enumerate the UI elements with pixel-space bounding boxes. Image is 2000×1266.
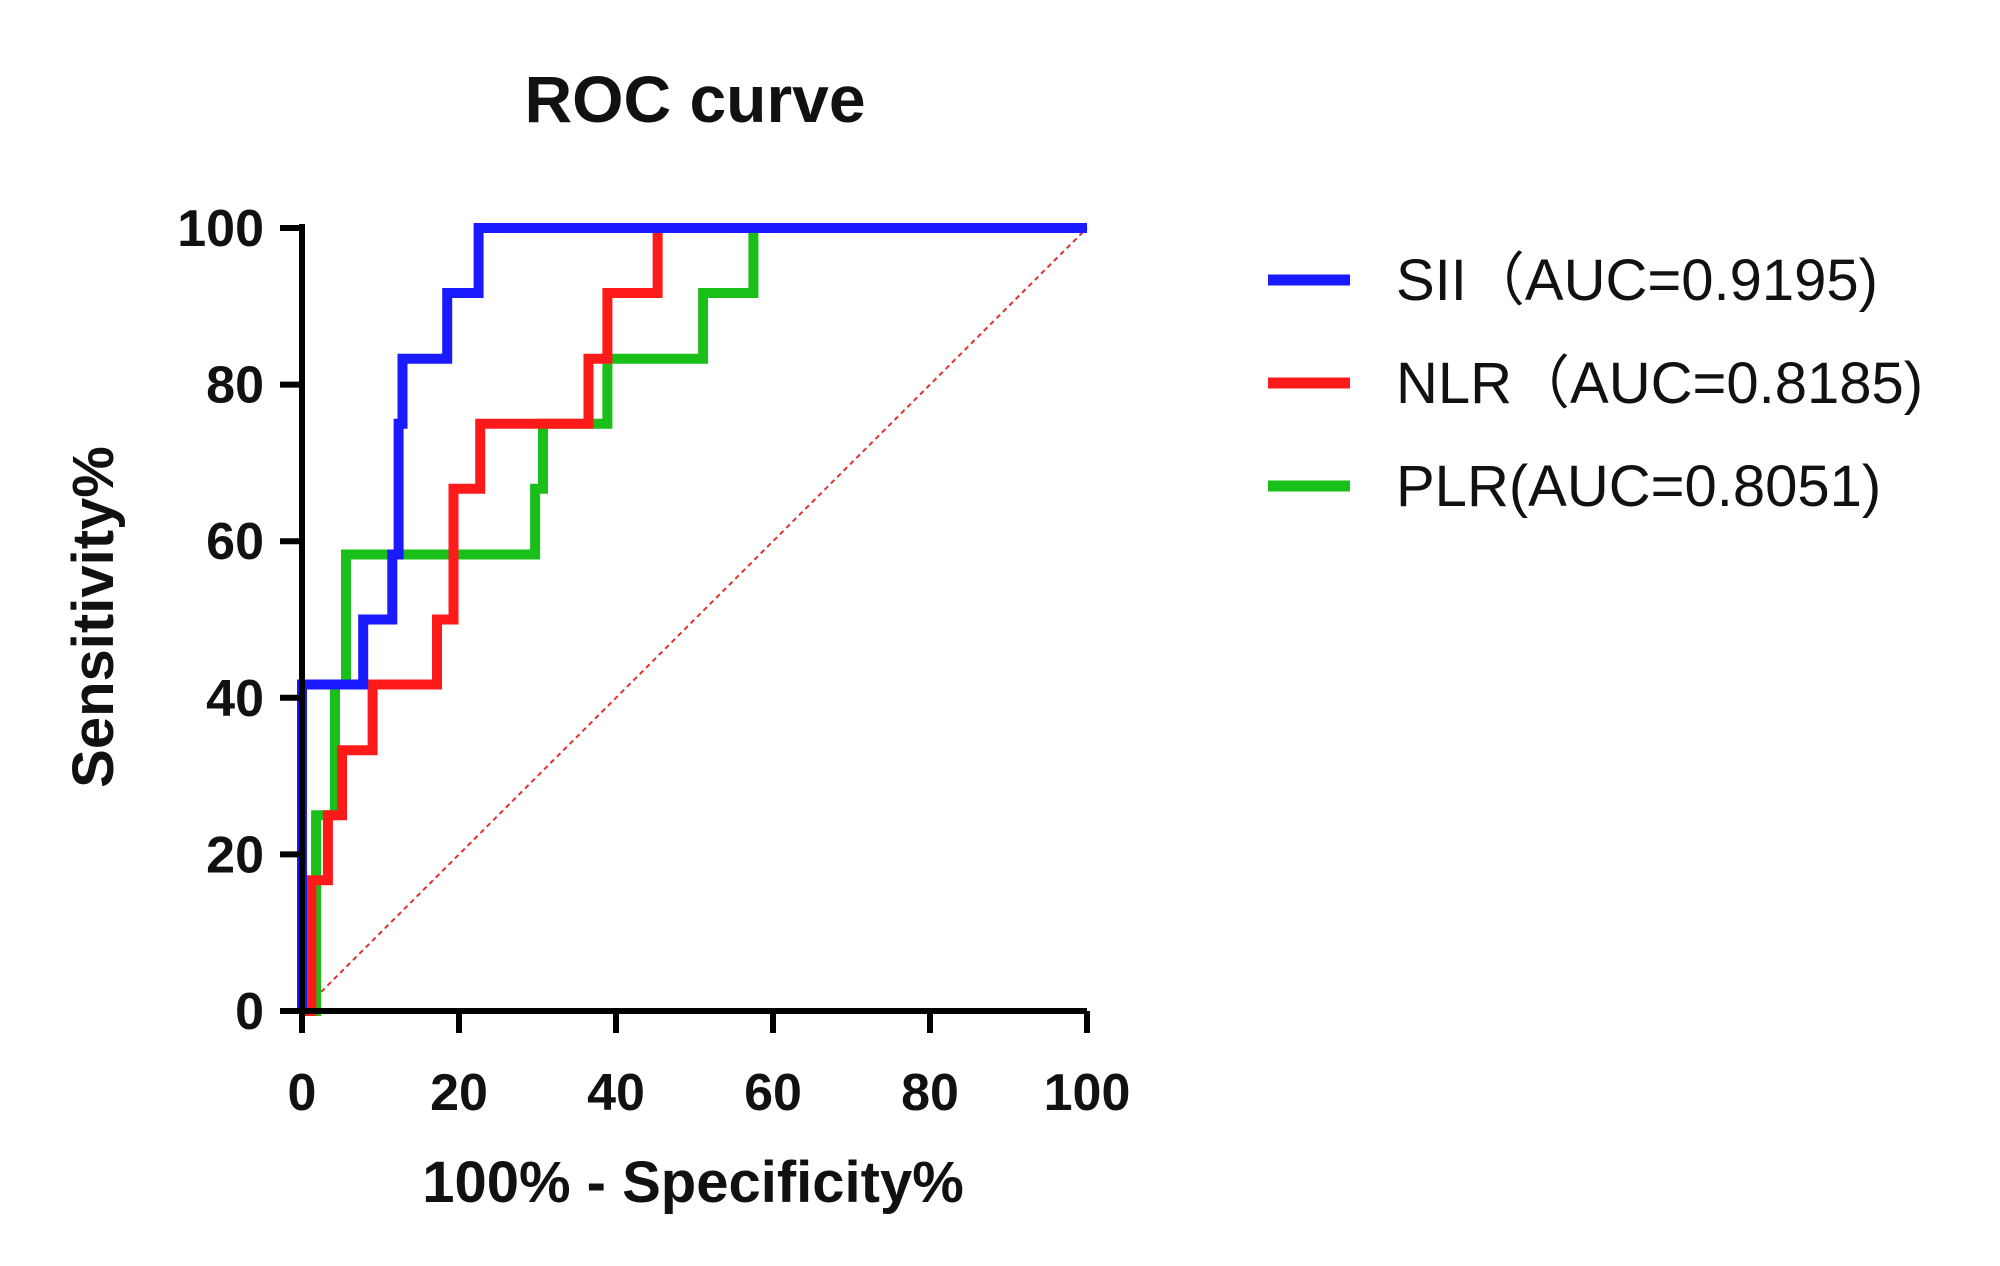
x-tick-label: 0	[288, 1064, 317, 1122]
plot-area	[297, 223, 1088, 1016]
x-tick-label: 40	[587, 1064, 645, 1122]
legend-label-1: NLR（AUC=0.8185)	[1396, 351, 1923, 416]
series-line-1	[302, 228, 663, 1016]
y-tick-label: 40	[206, 670, 264, 728]
y-tick-label: 100	[177, 200, 264, 258]
x-tick-label: 60	[744, 1064, 802, 1122]
x-tick-label: 80	[901, 1064, 959, 1122]
y-axis-label: Sensitivity%	[61, 446, 126, 788]
y-tick-label: 60	[206, 513, 264, 571]
x-tick-label: 20	[430, 1064, 488, 1122]
legend-label-2: PLR(AUC=0.8051)	[1396, 454, 1881, 519]
ticks: 0 20 40 60 80 100 0 20 40 60 80 100	[177, 200, 1130, 1122]
series-line-0	[297, 223, 1087, 1011]
legend-label-0: SII（AUC=0.9195)	[1396, 248, 1878, 313]
axes	[299, 224, 1087, 1014]
y-tick-label: 80	[206, 357, 264, 415]
y-tick-label: 0	[235, 983, 264, 1041]
x-tick-label: 100	[1044, 1064, 1131, 1122]
y-tick-label: 20	[206, 826, 264, 884]
x-axis-label: 100% - Specificity%	[422, 1150, 964, 1215]
legend: SII（AUC=0.9195) NLR（AUC=0.8185) PLR(AUC=0.…	[1268, 248, 1923, 519]
reference-diagonal-line	[301, 227, 1088, 1012]
chart-title: ROC curve	[524, 62, 865, 136]
